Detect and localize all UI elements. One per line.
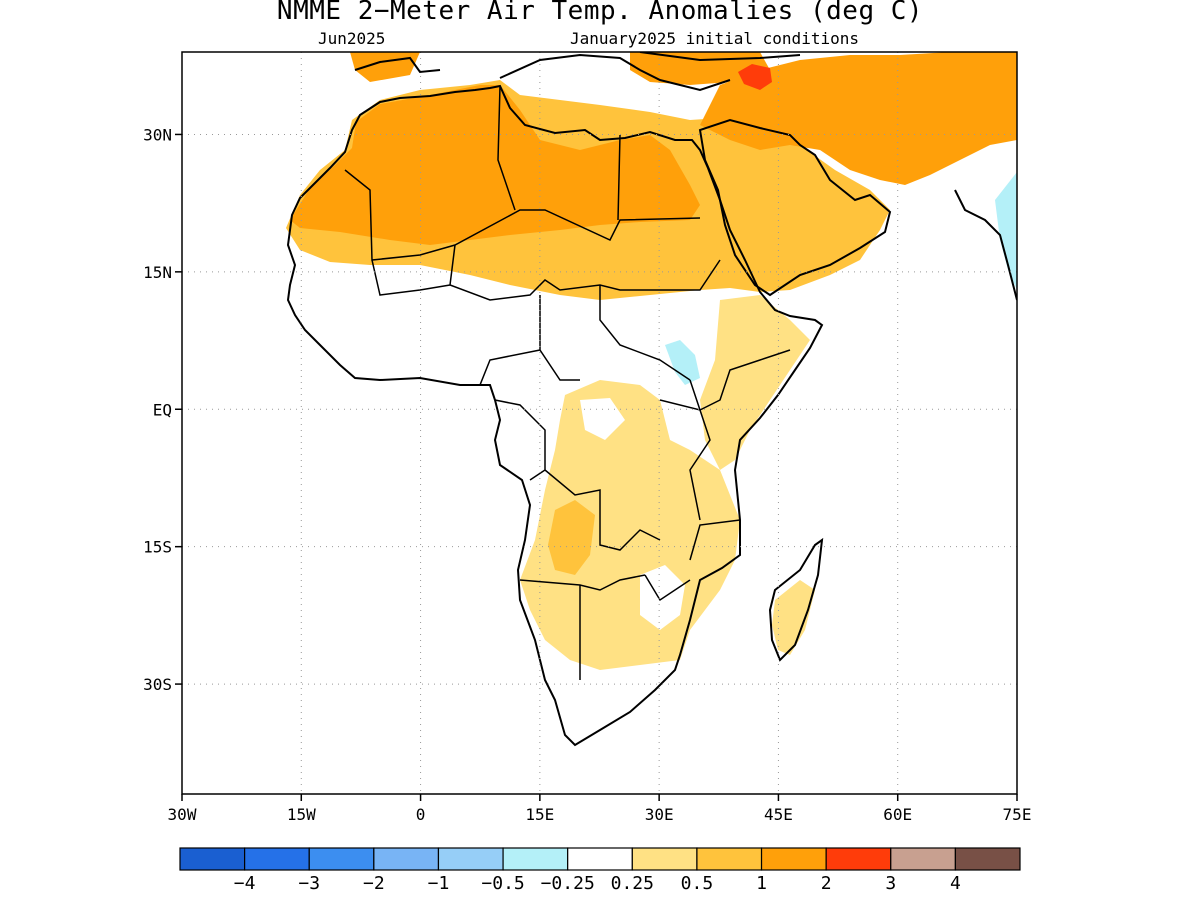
- india-coastline: [954, 189, 1017, 301]
- colorbar-label: 0.5: [681, 873, 714, 894]
- coastlines: [286, 52, 1017, 747]
- longitude-ticks: 30W 15W 0 15E 30E 45E 60E 75E: [168, 794, 1032, 824]
- colorbar-swatch: [373, 847, 440, 871]
- anomaly-region-southern-africa: [520, 380, 740, 670]
- colorbar-swatch: [696, 847, 763, 871]
- anomaly-region-turkey: [630, 52, 770, 85]
- anomaly-region-europe-top: [350, 52, 420, 82]
- colorbar-swatch: [244, 847, 310, 871]
- country-borders: [344, 85, 791, 680]
- map-frame: [181, 51, 1018, 795]
- lat-tick-label: 15N: [143, 263, 172, 282]
- colorbar-label: −0.5: [481, 873, 524, 894]
- map-title: NMME 2−Meter Air Temp. Anomalies (deg C): [276, 0, 924, 26]
- colorbar-label: 0.25: [611, 873, 654, 894]
- lon-tick-label: 15W: [287, 805, 316, 824]
- lat-tick-label: 15S: [143, 538, 172, 557]
- map-content: [182, 52, 1017, 794]
- lat-tick-label: 30S: [143, 675, 172, 694]
- colorbar-swatch: [502, 847, 569, 871]
- lon-tick-label: 60E: [883, 805, 912, 824]
- latitude-ticks: 30N 15N EQ 15S 30S: [143, 125, 182, 694]
- mediterranean-coast: [354, 52, 801, 92]
- colorbar-label: −1: [428, 873, 450, 894]
- arabia-coastline: [698, 118, 892, 297]
- anomaly-region-middle-east: [700, 52, 1017, 185]
- anomaly-shading: [286, 52, 1017, 670]
- colorbar-labels: −4 −3 −2 −1 −0.5 −0.25 0.25 0.5 1 2 3 4: [234, 873, 961, 894]
- anomaly-region-arabia: [705, 150, 880, 290]
- lon-tick-label: 15E: [525, 805, 554, 824]
- lon-tick-label: 75E: [1003, 805, 1032, 824]
- colorbar-swatch: [760, 847, 827, 871]
- init-conditions-label: January2025 initial conditions: [570, 29, 859, 48]
- lat-tick-label: 30N: [143, 125, 172, 144]
- colorbar-swatch: [179, 847, 246, 871]
- colorbar-swatch: [567, 847, 633, 871]
- colorbar-label: −4: [234, 873, 256, 894]
- anomaly-region-sahara: [290, 85, 700, 245]
- colorbar-label: −0.25: [541, 873, 595, 894]
- anomaly-region-hotspot: [738, 64, 772, 90]
- colorbar-label: −2: [363, 873, 385, 894]
- lon-tick-label: 30E: [645, 805, 674, 824]
- colorbar-label: 4: [950, 873, 961, 894]
- anomaly-region-east-africa: [700, 295, 810, 470]
- graticule: [182, 52, 1017, 794]
- colorbar-swatch: [631, 847, 698, 871]
- colorbar-swatch: [308, 847, 375, 871]
- anomaly-region-cool-sudan: [665, 340, 700, 385]
- anomaly-region-angola-warm: [548, 500, 595, 575]
- colorbar-swatch: [890, 847, 956, 871]
- lon-tick-label: 45E: [764, 805, 793, 824]
- anomaly-region-neutral-congo: [580, 398, 625, 440]
- colorbar-label: 1: [756, 873, 767, 894]
- anomaly-region-cool-india: [995, 172, 1017, 290]
- valid-month-label: Jun2025: [318, 29, 386, 48]
- lat-tick-label: EQ: [153, 400, 172, 419]
- madagascar-coastline: [768, 537, 824, 662]
- lon-tick-label: 30W: [168, 805, 197, 824]
- colorbar: [179, 847, 1021, 871]
- anomaly-region-madagascar: [772, 580, 815, 655]
- colorbar-label: 2: [821, 873, 832, 894]
- colorbar-label: −3: [298, 873, 320, 894]
- colorbar-swatch: [954, 847, 1021, 871]
- colorbar-swatch: [437, 847, 504, 871]
- lon-tick-label: 0: [416, 805, 426, 824]
- colorbar-label: 3: [885, 873, 896, 894]
- colorbar-swatch: [825, 847, 892, 871]
